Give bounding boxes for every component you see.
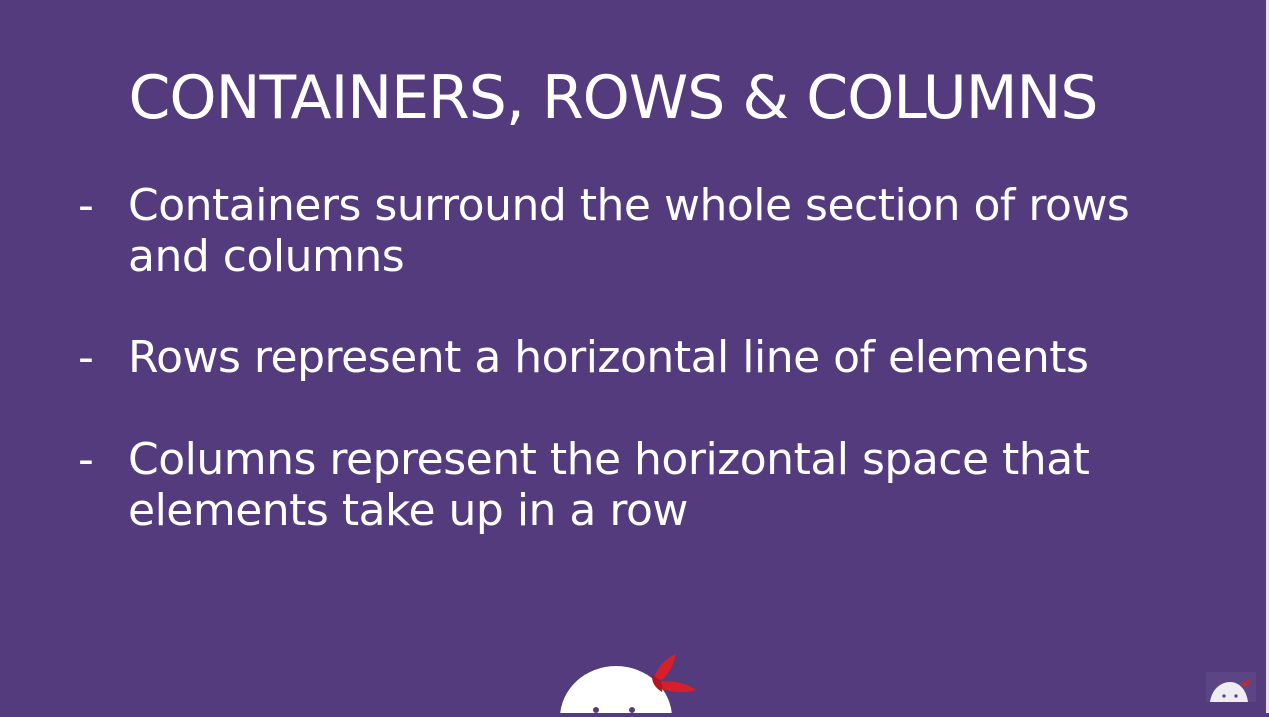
window-edge (1266, 0, 1269, 713)
slide-title: CONTAINERS, ROWS & COLUMNS (128, 63, 1099, 133)
bullet-text: Rows represent a horizontal line of elem… (128, 332, 1089, 383)
channel-watermark-icon[interactable] (1206, 672, 1256, 702)
bullet-text: Columns represent the horizontal space t… (128, 434, 1090, 536)
ninja-mascot-icon (548, 648, 708, 717)
bullet-marker: - (78, 434, 94, 485)
bullet-marker: - (78, 180, 94, 231)
bullet-text: Containers surround the whole section of… (128, 180, 1130, 282)
bullet-marker: - (78, 332, 94, 383)
